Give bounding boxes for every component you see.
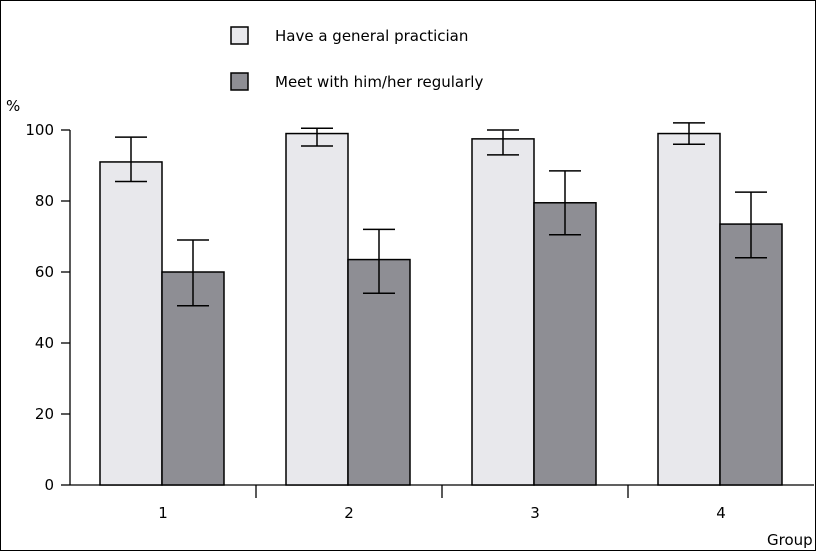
x-tick-label: 1 xyxy=(158,504,168,522)
bar-series1-group4 xyxy=(657,132,721,486)
y-tick-label: 80 xyxy=(35,192,54,210)
legend-swatch-meet-regularly xyxy=(230,72,249,91)
legend-label-have-gp: Have a general practician xyxy=(275,27,468,45)
x-tick-label: 4 xyxy=(716,504,726,522)
legend-label-meet-regularly: Meet with him/her regularly xyxy=(275,73,483,91)
bar-series2-group4 xyxy=(719,223,783,486)
x-tick-label: 2 xyxy=(344,504,354,522)
bar-series2-group1 xyxy=(161,271,225,486)
y-tick-label: 60 xyxy=(35,263,54,281)
y-tick-label: 0 xyxy=(44,476,54,494)
bar-series2-group3 xyxy=(533,202,597,486)
y-tick-label: 100 xyxy=(25,121,54,139)
x-ticks: 1 2 3 4 xyxy=(158,485,726,522)
y-tick-label: 40 xyxy=(35,334,54,352)
bar-series1-group3 xyxy=(471,138,535,486)
legend-swatch-have-gp xyxy=(230,26,249,45)
legend: Have a general practician Meet with him/… xyxy=(230,26,483,91)
bar-series1-group2 xyxy=(285,132,349,486)
y-tick-label: 20 xyxy=(35,405,54,423)
bar-series2-group2 xyxy=(347,258,411,486)
x-tick-label: 3 xyxy=(530,504,540,522)
bars xyxy=(99,122,783,486)
y-axis-label: % xyxy=(6,97,20,115)
x-axis-label: Group xyxy=(767,531,813,549)
bar-series1-group1 xyxy=(99,161,163,486)
y-ticks: 0 20 40 60 80 100 xyxy=(25,121,70,494)
